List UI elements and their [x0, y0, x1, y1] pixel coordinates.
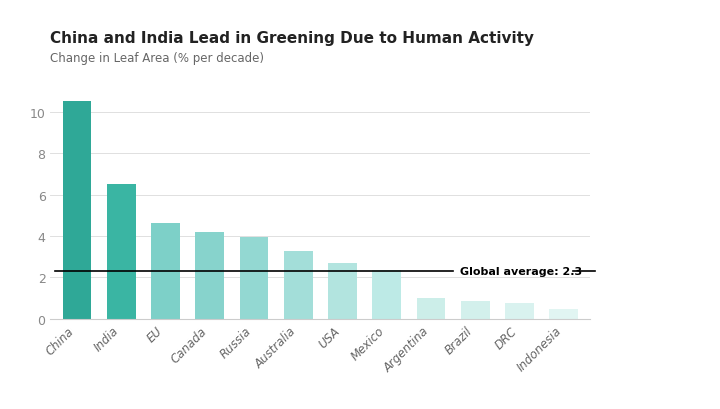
Bar: [549, 310, 578, 319]
Bar: [284, 251, 312, 319]
Bar: [417, 299, 446, 319]
Bar: [461, 301, 490, 319]
Bar: [107, 185, 135, 319]
Bar: [195, 232, 224, 319]
Bar: [63, 101, 91, 319]
Bar: [328, 263, 357, 319]
Bar: [372, 270, 401, 319]
Text: China and India Lead in Greening Due to Human Activity: China and India Lead in Greening Due to …: [50, 31, 534, 46]
Bar: [151, 223, 180, 319]
Bar: [505, 303, 534, 319]
Bar: [240, 238, 269, 319]
Text: Global average: 2.3: Global average: 2.3: [460, 267, 582, 276]
Text: Change in Leaf Area (% per decade): Change in Leaf Area (% per decade): [50, 52, 264, 65]
